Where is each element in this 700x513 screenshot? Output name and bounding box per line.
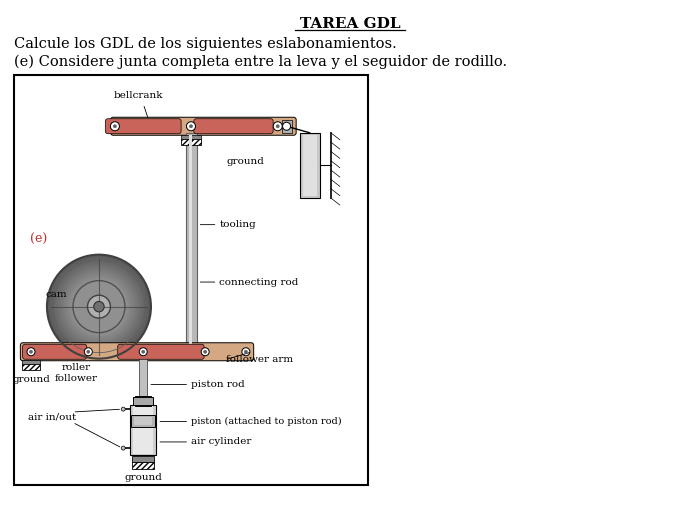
Circle shape xyxy=(73,281,125,332)
Circle shape xyxy=(87,350,90,353)
Text: cam: cam xyxy=(46,290,67,299)
Circle shape xyxy=(76,284,122,329)
Circle shape xyxy=(139,348,147,356)
Bar xyxy=(135,396,151,406)
Circle shape xyxy=(95,303,102,310)
Bar xyxy=(134,418,152,425)
Text: follower arm: follower arm xyxy=(226,356,293,364)
Text: air in/out: air in/out xyxy=(28,413,76,422)
Bar xyxy=(130,405,156,456)
Text: piston rod: piston rod xyxy=(191,380,245,389)
Circle shape xyxy=(49,256,149,357)
Bar xyxy=(139,358,147,397)
Bar xyxy=(188,135,192,350)
Bar xyxy=(132,457,154,463)
Circle shape xyxy=(242,348,250,356)
Circle shape xyxy=(283,122,290,130)
Bar xyxy=(186,133,197,352)
Bar xyxy=(132,462,154,469)
Text: ground: ground xyxy=(12,375,50,384)
Circle shape xyxy=(75,282,123,331)
FancyBboxPatch shape xyxy=(118,344,204,359)
Circle shape xyxy=(92,300,106,313)
Text: tooling: tooling xyxy=(219,220,256,229)
Circle shape xyxy=(85,293,113,321)
Circle shape xyxy=(84,348,92,356)
Circle shape xyxy=(54,262,144,352)
Circle shape xyxy=(50,258,148,355)
Circle shape xyxy=(94,302,104,312)
Circle shape xyxy=(61,268,137,345)
Circle shape xyxy=(111,122,120,131)
FancyBboxPatch shape xyxy=(20,343,253,361)
Circle shape xyxy=(94,302,104,312)
Circle shape xyxy=(66,274,132,340)
FancyBboxPatch shape xyxy=(105,119,181,134)
FancyBboxPatch shape xyxy=(194,119,273,134)
Bar xyxy=(14,75,368,485)
Circle shape xyxy=(89,296,109,317)
Text: (e) Considere junta completa entre la leva y el seguidor de rodillo.: (e) Considere junta completa entre la le… xyxy=(14,55,507,69)
Circle shape xyxy=(141,350,145,353)
Circle shape xyxy=(27,348,35,356)
Circle shape xyxy=(90,298,108,315)
Text: Calcule los GDL de los siguientes eslabonamientos.: Calcule los GDL de los siguientes eslabo… xyxy=(14,37,397,51)
Bar xyxy=(133,397,153,405)
Text: (e): (e) xyxy=(30,232,48,246)
Circle shape xyxy=(204,350,206,353)
Circle shape xyxy=(87,294,111,319)
Circle shape xyxy=(88,295,111,318)
Bar xyxy=(181,139,201,145)
Text: ground: ground xyxy=(125,473,162,483)
Circle shape xyxy=(276,125,279,128)
Text: air cylinder: air cylinder xyxy=(191,438,251,446)
FancyBboxPatch shape xyxy=(111,117,296,135)
Text: connecting rod: connecting rod xyxy=(219,278,299,287)
Circle shape xyxy=(83,291,115,322)
Circle shape xyxy=(78,286,120,327)
Circle shape xyxy=(121,407,125,411)
Circle shape xyxy=(55,263,142,350)
Circle shape xyxy=(186,122,195,131)
Circle shape xyxy=(59,267,139,346)
Circle shape xyxy=(97,305,101,308)
Bar xyxy=(300,133,320,198)
Bar xyxy=(181,135,201,140)
Bar xyxy=(133,406,153,455)
Circle shape xyxy=(64,272,134,341)
Circle shape xyxy=(57,265,141,348)
Circle shape xyxy=(47,254,151,359)
Circle shape xyxy=(190,125,193,128)
Circle shape xyxy=(113,125,116,128)
Circle shape xyxy=(71,279,127,334)
Circle shape xyxy=(201,348,209,356)
Text: ground: ground xyxy=(226,157,265,166)
Text: bellcrank: bellcrank xyxy=(113,91,162,100)
Circle shape xyxy=(68,275,130,338)
Text: roller
follower: roller follower xyxy=(55,363,97,383)
Bar xyxy=(22,360,40,365)
Bar xyxy=(22,364,40,370)
FancyBboxPatch shape xyxy=(22,344,87,359)
Bar xyxy=(302,135,316,196)
Circle shape xyxy=(80,288,118,326)
Bar xyxy=(281,120,292,133)
Circle shape xyxy=(273,122,282,131)
Circle shape xyxy=(62,270,135,343)
Circle shape xyxy=(121,446,125,450)
Bar xyxy=(131,416,155,427)
Circle shape xyxy=(244,350,247,353)
Circle shape xyxy=(29,350,32,353)
Circle shape xyxy=(69,277,128,336)
Text: piston (attached to piston rod): piston (attached to piston rod) xyxy=(191,417,342,426)
Circle shape xyxy=(73,281,125,332)
Circle shape xyxy=(82,289,116,324)
Circle shape xyxy=(52,260,146,353)
Text: TAREA GDL: TAREA GDL xyxy=(300,17,400,31)
